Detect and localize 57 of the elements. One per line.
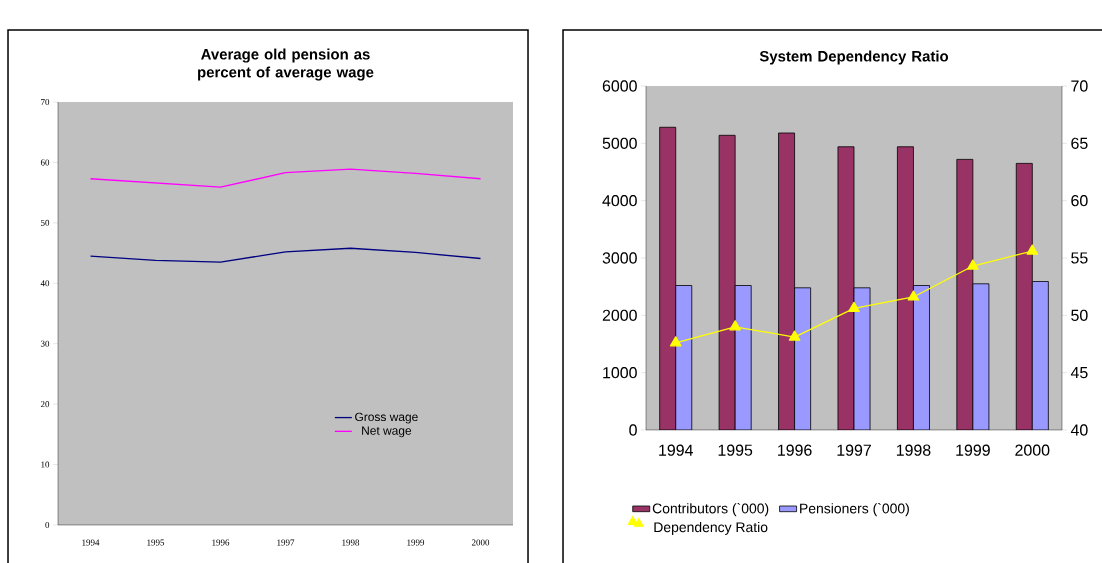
y2-tick-label: 45 — [1070, 367, 1088, 379]
y2-tick-label: 55 — [1071, 252, 1088, 264]
y2-tick-label: 60 — [1071, 195, 1088, 207]
x-tick-label: 1999 — [407, 539, 425, 546]
point — [669, 336, 682, 347]
x-tick-label: 1997 — [837, 444, 871, 456]
y-tick-label: 2000 — [602, 309, 637, 321]
x-tick-label: 1996 — [212, 539, 230, 546]
y-tick-label: 40 — [40, 280, 50, 287]
y2-tick-label: 50 — [1071, 309, 1088, 321]
line-series — [89, 247, 482, 263]
legend-label: Gross wage — [355, 412, 418, 424]
x-tick-label: 1996 — [778, 444, 812, 456]
x-tick-label: 1995 — [718, 444, 753, 456]
x-tick-label: 1998 — [342, 539, 360, 546]
y-tick-label: 0 — [45, 521, 50, 529]
legend-label: Dependency Ratio — [654, 521, 768, 535]
point — [967, 259, 979, 270]
x-tick-label: 2000 — [1015, 444, 1050, 456]
bar — [1015, 162, 1033, 430]
y-tick-label: 4000 — [602, 195, 637, 207]
y-tick-label: 10 — [41, 461, 50, 468]
point — [729, 320, 741, 331]
y-tick-label: 5000 — [602, 137, 637, 149]
x-tick-label: 1997 — [277, 539, 295, 546]
point — [848, 301, 860, 313]
bar — [659, 126, 677, 430]
point — [788, 330, 801, 341]
bar — [718, 134, 736, 430]
y-tick-label: 3000 — [602, 252, 637, 264]
y-tick-label: 60 — [40, 159, 50, 166]
x-tick-label: 1995 — [147, 539, 165, 546]
y2-tick-label: 70 — [1071, 80, 1088, 92]
y-tick-label: 6000 — [602, 80, 637, 92]
chart-title: Average old pension as percent of average wage — [198, 48, 374, 81]
x-tick-label: 1999 — [956, 444, 990, 456]
x-tick-label: 1994 — [82, 539, 100, 546]
x-tick-label: 1998 — [896, 444, 931, 456]
point — [907, 290, 920, 301]
bar — [956, 158, 974, 430]
x-tick-label: 1994 — [659, 444, 693, 456]
bar — [896, 146, 914, 430]
bar — [778, 132, 795, 430]
y-tick-label: 70 — [41, 98, 50, 106]
point — [1026, 244, 1039, 255]
y-tick-label: 0 — [629, 424, 637, 436]
y2-tick-label: 65 — [1071, 137, 1088, 149]
y2-tick-label: 40 — [1070, 424, 1088, 436]
x-tick-label: 2000 — [471, 539, 490, 546]
legend-label: Net wage — [362, 426, 412, 438]
y-tick-label: 30 — [40, 340, 50, 347]
y-tick-label: 50 — [41, 219, 50, 226]
legend-label: Pensioners (`000) — [800, 502, 909, 517]
y-tick-label: 20 — [40, 401, 50, 408]
chart-title: System Dependency Ratio — [759, 50, 949, 65]
y-tick-label: 1000 — [603, 367, 637, 379]
legend-label: Contributors (`000) — [652, 502, 769, 517]
